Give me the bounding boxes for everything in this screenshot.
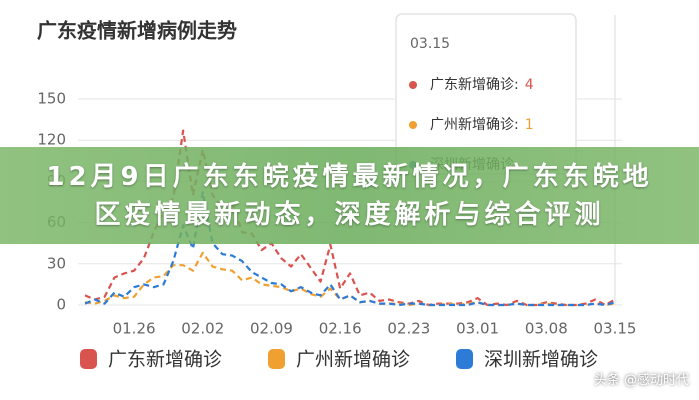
x-tick-label: 03.01 [456, 320, 499, 338]
y-tick-label: 150 [37, 90, 66, 108]
y-tick-label: 30 [47, 254, 66, 272]
tooltip-value: 1 [525, 117, 534, 133]
legend-swatch [80, 349, 97, 369]
tooltip-label: 广东新增确诊: [430, 77, 519, 93]
y-tick-label: 120 [37, 131, 66, 149]
tooltip-dot [409, 121, 417, 129]
chart-title: 广东疫情新增病例走势 [37, 19, 237, 43]
legend-label: 深圳新增确诊 [484, 349, 598, 371]
x-tick-label: 03.08 [525, 320, 568, 338]
banner: 12月9日广东东皖疫情最新情况，广东东皖地区疫情最新动态，深度解析与综合评测 [0, 147, 699, 244]
tooltip-label: 广州新增确诊: [430, 117, 519, 133]
legend-swatch [268, 349, 285, 369]
legend-label: 广州新增确诊 [296, 349, 410, 371]
legend-swatch [456, 349, 473, 369]
x-tick-label: 02.16 [319, 320, 362, 338]
watermark: 头条 @感动时代 [593, 373, 689, 388]
y-tick-label: 0 [56, 296, 66, 314]
legend-label: 广东新增确诊 [108, 349, 222, 371]
series-line [84, 129, 616, 307]
tooltip-dot [409, 81, 417, 89]
x-tick-label: 03.15 [594, 320, 637, 338]
x-tick-label: 01.26 [113, 320, 156, 338]
tooltip-value: 4 [525, 77, 534, 93]
tooltip-title: 03.15 [410, 36, 450, 52]
banner-title: 12月9日广东东皖疫情最新情况，广东东皖地区疫情最新动态，深度解析与综合评测 [46, 161, 653, 230]
series-line [84, 251, 616, 307]
x-tick-label: 02.02 [181, 320, 224, 338]
x-tick-label: 02.09 [250, 320, 293, 338]
x-tick-label: 02.23 [387, 320, 430, 338]
